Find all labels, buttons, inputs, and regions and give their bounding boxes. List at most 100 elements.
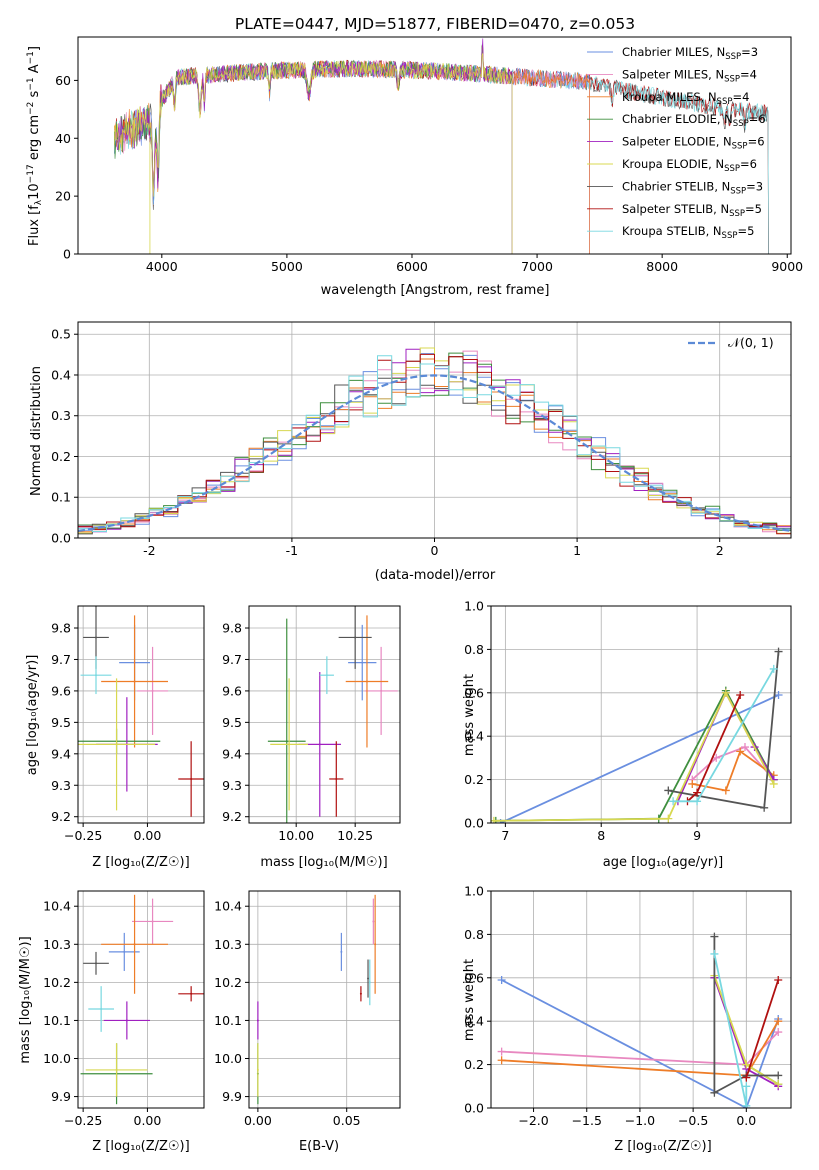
age_vs_mass-plot-area xyxy=(267,606,398,823)
age_vs_Z-xtick-label: 0.00 xyxy=(134,828,162,843)
mw_vs_Z-line xyxy=(713,953,748,1106)
mass_vs_ebv-ytick-label: 10.1 xyxy=(214,1013,242,1028)
mw_vs_age-frame xyxy=(490,605,792,824)
age_vs_mass-ytick-label: 9.7 xyxy=(222,652,242,667)
legend-label: Kroupa STELIB, NSSP=5 xyxy=(622,224,754,241)
mw_vs_Z-marker xyxy=(497,1056,506,1065)
mw-z-ylabel: mass weight xyxy=(462,959,477,1041)
mw_vs_Z-ytick-label: 0.2 xyxy=(464,1057,484,1072)
mw_vs_Z-marker xyxy=(774,1080,783,1089)
age_vs_mass-point xyxy=(285,740,288,743)
mw_vs_age-marker xyxy=(740,743,749,752)
mw_vs_age-plot-area xyxy=(491,647,783,823)
age_vs_mass-xtick-label: 10.00 xyxy=(278,828,314,843)
spectrum-title: PLATE=0447, MJD=51877, FIBERID=0470, z=0… xyxy=(235,15,635,33)
mw_vs_Z-ytick-label: 0.0 xyxy=(464,1101,484,1116)
mw_vs_age-marker xyxy=(712,753,721,762)
age_vs_mass-ytick-label: 9.4 xyxy=(222,746,242,761)
mw_vs_age-marker xyxy=(760,803,769,812)
age-z-xlabel: Z [log₁₀(Z/Z☉)] xyxy=(92,855,189,870)
age_vs_Z-xtick-label: −0.25 xyxy=(64,828,102,843)
mw_vs_Z-xtick-label: −1.0 xyxy=(625,1113,655,1128)
residuals-ytick-label: 0.2 xyxy=(51,449,71,464)
mw_vs_Z-marker xyxy=(710,1088,719,1097)
mass_vs_Z-panel: −0.25 0.00 9.9 10.0 10.1 10.2 10.3 10.4 xyxy=(43,890,205,1128)
mw_vs_Z-line xyxy=(713,936,779,1095)
mw_vs_Z-marker xyxy=(742,1073,751,1082)
mass-z-xlabel: Z [log₁₀(Z/Z☉)] xyxy=(92,1139,189,1154)
spectrum-line-4 xyxy=(114,38,513,254)
residuals-xtick-label: 0 xyxy=(431,543,439,558)
age_vs_mass-point xyxy=(318,743,321,746)
mass_vs_Z-ytick-label: 10.0 xyxy=(43,1051,71,1066)
residuals-ytick-label: 0.3 xyxy=(51,408,71,423)
mass_vs_ebv-panel: 0.00 0.05 9.9 10.0 10.1 10.2 10.3 10.4 xyxy=(214,890,401,1128)
age_vs_Z-ytick-label: 9.6 xyxy=(51,683,71,698)
residuals-frame xyxy=(77,321,792,539)
spectrum-xlabel: wavelength [Angstrom, rest frame] xyxy=(321,283,550,298)
mw_vs_Z-plot-area xyxy=(497,932,783,1108)
spectrum-ytick-label: 20 xyxy=(55,189,71,204)
age_vs_Z-ytick-label: 9.7 xyxy=(51,652,71,667)
mw-age-xlabel: age [log₁₀(age/yr)] xyxy=(603,855,724,870)
age_vs_mass-point xyxy=(288,743,291,746)
mass_vs_Z-xtick-label: −0.25 xyxy=(64,1113,102,1128)
age_vs_mass-ytick-label: 9.8 xyxy=(222,621,242,636)
age_vs_Z-panel: −0.25 0.00 9.2 9.3 9.4 9.5 9.6 9.7 9.8 xyxy=(51,605,205,843)
mass-ebv-xlabel: E(B-V) xyxy=(299,1139,339,1154)
mw_vs_Z-ytick-label: 0.8 xyxy=(464,927,484,942)
age_vs_mass-xtick-label: 10.25 xyxy=(337,828,373,843)
mass_vs_Z-plot-area xyxy=(80,894,204,1105)
mass_vs_ebv-xtick-label: 0.05 xyxy=(333,1113,361,1128)
mw_vs_age-ytick-label: 0.4 xyxy=(464,729,484,744)
mass_vs_ebv-ytick-label: 10.2 xyxy=(214,975,242,990)
mw_vs_Z-marker xyxy=(742,1082,751,1091)
residuals-ylabel: Normed distribution xyxy=(29,366,44,496)
mass_vs_Z-point xyxy=(95,962,97,965)
mw_vs_Z-xtick-label: −2.0 xyxy=(518,1113,548,1128)
legend-label: Chabrier ELODIE, NSSP=6 xyxy=(622,112,766,129)
legend-label: Kroupa ELODIE, NSSP=6 xyxy=(622,157,757,174)
age_vs_mass-point xyxy=(380,689,383,692)
legend-label: Kroupa MILES, NSSP=4 xyxy=(622,90,749,107)
mw_vs_Z-xtick-label: −0.5 xyxy=(678,1113,708,1128)
residual-histogram-2 xyxy=(78,356,791,533)
mw_vs_age-xtick-label: 7 xyxy=(501,828,509,843)
mw_vs_age-marker xyxy=(736,690,745,699)
mw_vs_age-ytick-label: 0.6 xyxy=(464,685,484,700)
age_vs_Z-point xyxy=(133,680,136,683)
mw_vs_Z-marker xyxy=(774,1071,783,1080)
mw_vs_Z-ytick-label: 1.0 xyxy=(464,884,484,899)
mass_vs_Z-point xyxy=(123,950,126,953)
mass_vs_Z-point xyxy=(115,1068,118,1071)
mw_vs_Z-line xyxy=(745,979,780,1078)
spectrum-ytick-label: 0 xyxy=(63,247,71,262)
mass_vs_ebv-point xyxy=(256,1019,259,1022)
spectrum-xtick-label: 8000 xyxy=(646,259,678,274)
mw_vs_Z-marker xyxy=(774,1017,783,1026)
age_vs_mass-point xyxy=(361,661,364,664)
mw_vs_age-xtick-label: 8 xyxy=(597,828,605,843)
mass_vs_ebv-ytick-label: 9.9 xyxy=(222,1089,242,1104)
spectrum-ylabel: Flux [fλ10−17 erg cm−2 s−1 A−1] xyxy=(26,46,44,246)
mw_vs_Z-panel: −2.0 −1.5 −1.0 −0.5 0.0 0.0 0.2 0.4 0.6 0.8 1.0 xyxy=(464,884,792,1128)
mw_vs_Z-marker xyxy=(497,1047,506,1056)
mw_vs_Z-marker xyxy=(497,975,506,984)
mass-z-ylabel: mass [log₁₀(M/M☉)] xyxy=(18,936,33,1063)
spectrum-frame xyxy=(77,36,792,255)
mw_vs_age-ytick-label: 0.0 xyxy=(464,816,484,831)
mw_vs_age-marker xyxy=(721,786,730,795)
age_vs_Z-ytick-label: 9.5 xyxy=(51,715,71,730)
mw-age-ylabel: mass weight xyxy=(462,674,477,756)
mass_vs_Z-point xyxy=(125,1019,128,1022)
spectrum-line-5 xyxy=(114,53,513,254)
mw_vs_age-marker xyxy=(693,788,702,797)
mw_vs_age-panel: 7 8 9 0.0 0.2 0.4 0.6 0.8 1.0 xyxy=(464,599,792,843)
mass_vs_ebv-point xyxy=(368,981,371,984)
mass_vs_ebv-xtick-label: 0.00 xyxy=(244,1113,272,1128)
mw_vs_age-line xyxy=(500,694,779,823)
mass_vs_Z-point xyxy=(133,943,136,946)
mw-z-xlabel: Z [log₁₀(Z/Z☉)] xyxy=(614,1139,711,1154)
mw_vs_Z-ytick-label: 0.4 xyxy=(464,1014,484,1029)
